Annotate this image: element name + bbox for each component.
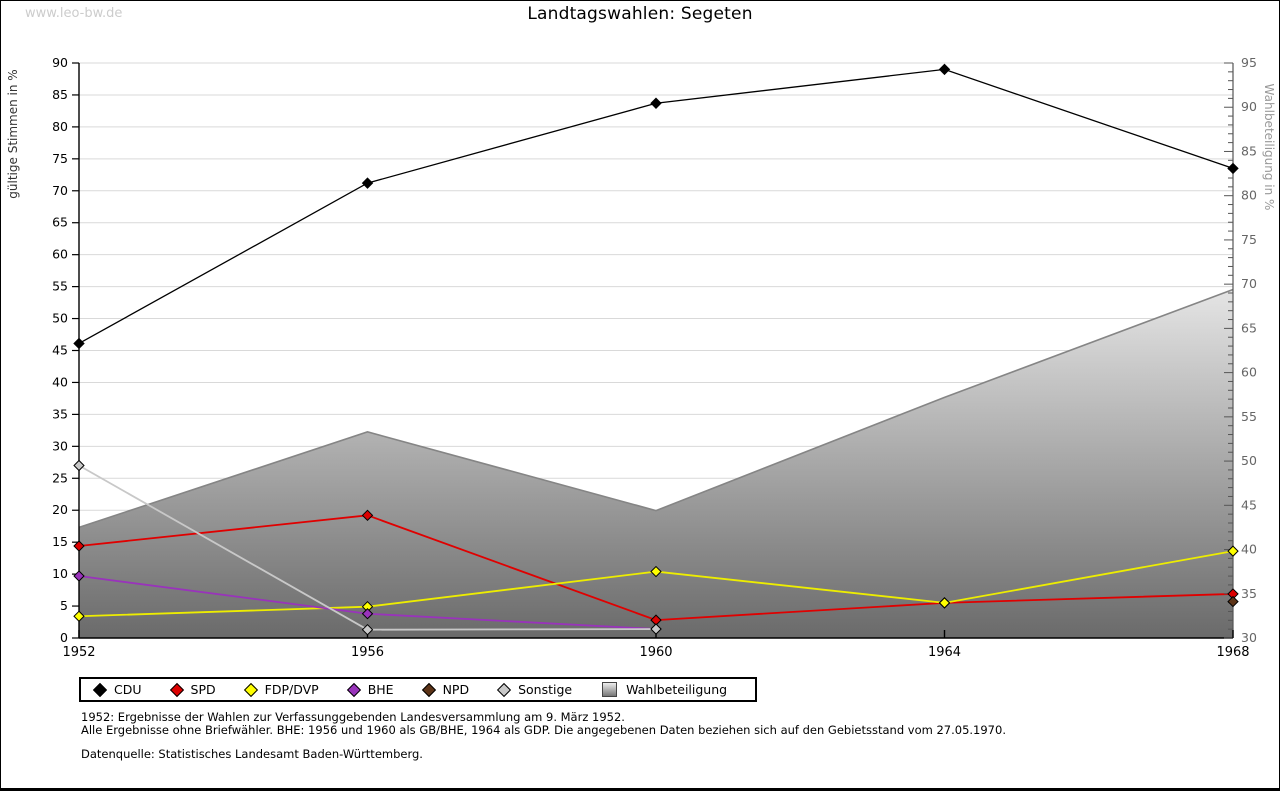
svg-text:30: 30: [1241, 630, 1257, 645]
chart-title: Landtagswahlen: Segeten: [527, 4, 753, 24]
svg-text:45: 45: [52, 343, 68, 358]
point-cdu-1956: [361, 177, 374, 189]
svg-text:35: 35: [52, 406, 68, 421]
svg-text:1968: 1968: [1216, 645, 1249, 660]
legend-diamond-icon-sonstige: [497, 682, 512, 697]
series-cdu: [78, 68, 1234, 345]
legend-label-spd: SPD: [190, 682, 216, 697]
svg-text:70: 70: [1241, 276, 1257, 291]
legend-item-cdu: CDU: [92, 682, 142, 697]
point-bhe-1952: [73, 570, 85, 582]
legend-label-cdu: CDU: [114, 682, 142, 697]
chart-canvas: 0 5 10 15 20 25 30 35 40 45 50 55 60 65 70 75 80 85 90 30 35…: [6, 55, 1276, 660]
legend-square-icon-wahlbeteiligung: [602, 682, 618, 697]
svg-text:90: 90: [52, 55, 68, 70]
svg-text:35: 35: [1241, 586, 1257, 601]
svg-text:1960: 1960: [639, 645, 672, 660]
svg-text:1952: 1952: [62, 645, 95, 660]
note-line-3: Datenquelle: Statistisches Landesamt Bad…: [81, 747, 423, 761]
svg-text:85: 85: [1241, 143, 1257, 158]
legend-item-fdp-dvp: FDP/DVP: [243, 682, 319, 697]
legend-label-sonstige: Sonstige: [518, 682, 573, 697]
svg-text:0: 0: [60, 630, 68, 645]
point-sonstige-1952: [73, 459, 85, 472]
svg-text:1964: 1964: [928, 645, 961, 660]
point-npd-1968: [1227, 595, 1239, 608]
point-cdu-1960: [650, 97, 662, 109]
svg-text:95: 95: [1241, 55, 1257, 70]
svg-text:65: 65: [52, 215, 68, 230]
svg-text:75: 75: [1241, 232, 1257, 247]
point-fdp-dvp-1952: [73, 610, 85, 622]
svg-text:75: 75: [52, 151, 68, 166]
legend-item-bhe: BHE: [346, 682, 394, 697]
left-axis-title: gültige Stimmen in %: [6, 69, 20, 198]
svg-text:40: 40: [52, 374, 68, 389]
legend-diamond-icon-bhe: [346, 682, 361, 697]
point-sonstige-1960: [650, 623, 662, 635]
legend-label-wahlbeteiligung: Wahlbeteiligung: [626, 682, 728, 697]
svg-text:45: 45: [1241, 497, 1257, 512]
svg-text:65: 65: [1241, 320, 1257, 335]
svg-text:80: 80: [52, 119, 68, 134]
watermark: www.leo-bw.de: [25, 6, 123, 21]
svg-text:25: 25: [52, 470, 68, 485]
point-cdu-1968: [1227, 162, 1239, 175]
point-spd-1956: [361, 509, 374, 522]
point-fdp-dvp-1968: [1227, 545, 1239, 557]
right-axis-title: Wahlbeteiligung in %: [1262, 84, 1276, 211]
svg-text:70: 70: [52, 183, 68, 198]
svg-text:60: 60: [52, 247, 68, 262]
svg-text:15: 15: [52, 534, 68, 549]
legend-diamond-icon-cdu: [92, 682, 108, 697]
svg-text:55: 55: [52, 279, 68, 294]
legend-item-sonstige: Sonstige: [497, 682, 573, 697]
svg-text:60: 60: [1241, 365, 1257, 380]
markers: [73, 63, 1239, 636]
svg-text:5: 5: [60, 598, 68, 613]
svg-text:10: 10: [52, 566, 68, 581]
svg-text:85: 85: [52, 87, 68, 102]
svg-text:40: 40: [1241, 542, 1257, 557]
point-sonstige-1956: [361, 623, 374, 636]
svg-text:55: 55: [1241, 409, 1257, 424]
svg-text:30: 30: [52, 438, 68, 453]
legend-item-spd: SPD: [169, 682, 216, 697]
legend-item-wahlbeteiligung: Wahlbeteiligung: [602, 682, 727, 697]
series-area-wahlbeteiligung: [78, 288, 1234, 638]
chart-notes: 1952: Ergebnisse der Wahlen zur Verfassu…: [81, 711, 1006, 761]
note-line-1: 1952: Ergebnisse der Wahlen zur Verfassu…: [81, 710, 625, 724]
axes: 0 5 10 15 20 25 30 35 40 45 50 55 60 65 70 75 80 85 90 30 35…: [6, 55, 1276, 660]
svg-text:80: 80: [1241, 188, 1257, 203]
point-cdu-1964: [938, 63, 951, 76]
svg-text:50: 50: [1241, 453, 1257, 468]
point-cdu-1952: [73, 337, 85, 350]
legend-label-fdp-dvp: FDP/DVP: [264, 682, 319, 697]
point-fdp-dvp-1960: [650, 565, 662, 578]
legend-diamond-icon-npd: [421, 682, 436, 697]
legend-diamond-icon-spd: [169, 682, 184, 697]
legend-label-npd: NPD: [442, 682, 470, 697]
point-fdp-dvp-1964: [938, 597, 951, 609]
legend-label-bhe: BHE: [367, 682, 394, 697]
note-line-2: Alle Ergebnisse ohne Briefwähler. BHE: 1…: [81, 723, 1006, 737]
svg-text:90: 90: [1241, 99, 1257, 114]
legend-item-npd: NPD: [421, 682, 470, 697]
svg-text:1956: 1956: [351, 645, 384, 660]
chart-legend: CDU SPD FDP/DVP BHE NPD Sonstige Wahlbeteiligu…: [79, 677, 757, 702]
svg-text:50: 50: [52, 311, 68, 326]
svg-text:20: 20: [52, 502, 68, 517]
point-bhe-1956: [361, 608, 374, 620]
legend-diamond-icon-fdp-dvp: [243, 682, 258, 697]
point-spd-1952: [73, 540, 85, 552]
